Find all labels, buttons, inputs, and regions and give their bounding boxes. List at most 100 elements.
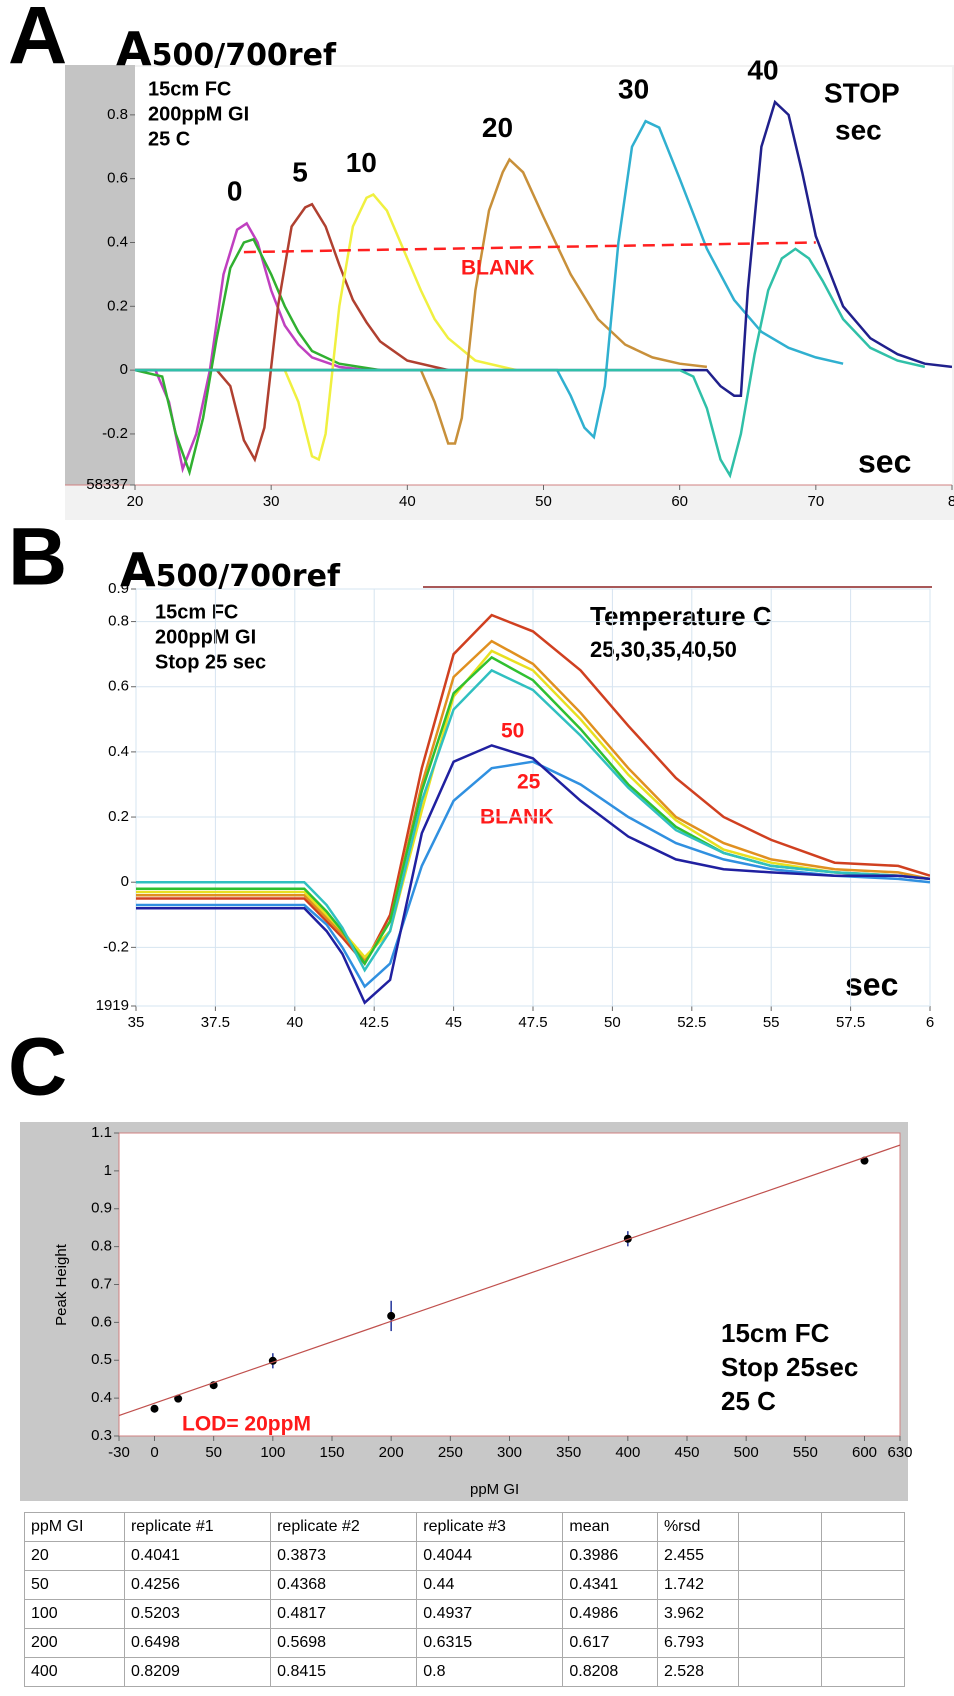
empty-cell (821, 1628, 905, 1658)
y-tick-label: 0.6 (91, 1313, 112, 1330)
empty-cell (821, 1657, 905, 1687)
table-row: 400 0.8209 0.8415 0.8 0.8208 2.528 (24, 1657, 905, 1687)
empty-cell (821, 1512, 905, 1542)
table-cell: 0.6315 (416, 1628, 564, 1658)
empty-cell (738, 1512, 822, 1542)
empty-cell (821, 1599, 905, 1629)
series-label: 50 (501, 720, 524, 743)
data-line (136, 668, 930, 973)
annotation: 25,30,35,40,50 (590, 637, 737, 662)
series-label: 20 (482, 112, 513, 143)
data-line (135, 99, 952, 397)
data-line (136, 639, 930, 963)
x-tick-label: 100 (260, 1444, 285, 1461)
annotation: 200ppM GI (148, 103, 249, 125)
x-tick-label: 400 (615, 1444, 640, 1461)
x-tick-label: 42.5 (360, 1014, 389, 1031)
x-tick-label: 8 (948, 493, 954, 510)
table-cell: mean (562, 1512, 658, 1542)
y-tick-label: 0.8 (91, 1238, 112, 1255)
table-cell: 200 (24, 1628, 125, 1658)
empty-cell (738, 1541, 822, 1571)
x-tick-label: 250 (438, 1444, 463, 1461)
y-tick-label: 0.9 (91, 1200, 112, 1217)
x-tick-label: 50 (205, 1444, 222, 1461)
data-line (135, 237, 381, 477)
table-cell: 0.4817 (270, 1599, 418, 1629)
x-tick-label: 450 (674, 1444, 699, 1461)
table-cell: 100 (24, 1599, 125, 1629)
annotation: sec (835, 114, 882, 145)
y-tick-label: 0.8 (107, 106, 128, 123)
x-tick-label: 6 (926, 1014, 934, 1031)
annotation: 25 C (148, 128, 190, 150)
table-cell: replicate #2 (270, 1512, 418, 1542)
x-tick-label: 57.5 (836, 1014, 865, 1031)
y-tick-label: 0.4 (108, 743, 129, 760)
annotation: A (8, 0, 67, 82)
series-label: 30 (618, 74, 649, 105)
y-tick-label: 0.3 (91, 1427, 112, 1444)
table-cell: 0.5698 (270, 1628, 418, 1658)
series-label: 10 (346, 147, 377, 178)
series-label: BLANK (461, 257, 535, 280)
y-tick-label: 0.7 (91, 1275, 112, 1292)
y-axis-title: Peak Height (53, 1243, 70, 1326)
series-label: 40 (747, 54, 778, 85)
x-tick-label: 40 (286, 1014, 303, 1031)
table-row: 50 0.4256 0.4368 0.44 0.4341 1.742 (24, 1570, 905, 1600)
table-cell: 0.8209 (123, 1657, 272, 1687)
x-tick-label: 37.5 (201, 1014, 230, 1031)
x-tick-label: 50 (535, 493, 552, 510)
table-cell: 6.793 (656, 1628, 740, 1658)
table-cell: 20 (24, 1541, 125, 1571)
data-table: ppM GI replicate #1 replicate #2 replicate … (24, 1512, 905, 1687)
y-tick-label: 1919 (96, 997, 129, 1014)
panel-c-plot (118, 1132, 901, 1437)
table-row: 200 0.6498 0.5698 0.6315 0.617 6.793 (24, 1628, 905, 1658)
y-tick-label: 0.4 (91, 1389, 112, 1406)
y-tick-label: 0.4 (107, 233, 128, 250)
table-cell: 0.3986 (562, 1541, 658, 1571)
table-cell: 0.4937 (416, 1599, 564, 1629)
annotation: LOD= 20ppM (182, 1413, 311, 1436)
annotation: C (8, 1022, 67, 1113)
table-cell: 2.528 (656, 1657, 740, 1687)
y-tick-label: 1 (104, 1162, 112, 1179)
x-tick-label: 0 (150, 1444, 158, 1461)
annotation: 15cm FC (148, 78, 231, 100)
x-tick-label: 47.5 (518, 1014, 547, 1031)
table-cell: 0.4341 (562, 1570, 658, 1600)
table-cell: 0.8208 (562, 1657, 658, 1687)
data-line (135, 247, 926, 479)
data-line (136, 760, 930, 989)
table-cell: 0.4256 (123, 1570, 272, 1600)
data-line (243, 241, 816, 254)
table-cell: 0.617 (562, 1628, 658, 1658)
annotation: STOP (824, 77, 900, 108)
table-cell: 50 (24, 1570, 125, 1600)
y-tick-label: 0.2 (108, 808, 129, 825)
x-tick-label: -30 (108, 1444, 130, 1461)
table-cell: 0.44 (416, 1570, 564, 1600)
empty-cell (738, 1599, 822, 1629)
table-row: ppM GI replicate #1 replicate #2 replicate … (24, 1512, 905, 1542)
y-tick-label: 0.6 (108, 678, 129, 695)
y-tick-label: 1.1 (91, 1124, 112, 1141)
point (174, 1394, 183, 1403)
x-tick-label: 52.5 (677, 1014, 706, 1031)
y-tick-label: 0.8 (108, 613, 129, 630)
x-tick-label: 150 (319, 1444, 344, 1461)
table-cell: 2.455 (656, 1541, 740, 1571)
point (387, 1311, 396, 1320)
y-tick-label: -0.2 (103, 938, 129, 955)
y-tick-label: 0.2 (107, 297, 128, 314)
series-label: 5 (292, 157, 308, 188)
data-line (136, 744, 930, 1005)
annotation: sec (858, 443, 911, 479)
empty-cell (738, 1628, 822, 1658)
annotation: ppM GI (470, 1481, 519, 1498)
